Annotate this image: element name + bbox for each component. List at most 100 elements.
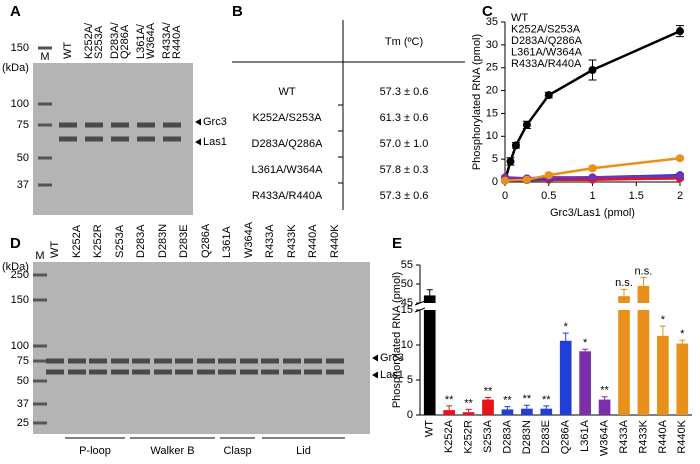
lane-label: R433K	[286, 224, 298, 258]
error-bar	[523, 404, 530, 409]
significance: n.s.	[635, 265, 653, 277]
x-tick-label: L361A	[579, 419, 591, 451]
x-tick-label: D283A	[501, 419, 513, 453]
lane-label: S253A	[114, 224, 126, 258]
bar	[462, 412, 475, 415]
lane-label: R440K	[329, 224, 341, 258]
lane-label: K252R	[92, 224, 104, 258]
x-tick-label: D283N	[521, 420, 533, 454]
protein-band	[89, 358, 107, 364]
legend-entry: R433A/R440A	[511, 58, 582, 70]
protein-band	[240, 358, 258, 364]
x-tick-label: 0	[502, 190, 508, 202]
protein-band	[137, 136, 155, 142]
protein-band	[154, 358, 172, 364]
marker-band	[33, 298, 47, 302]
band-label: Grc3	[380, 352, 404, 364]
lane-label: WT	[62, 42, 74, 59]
panel-letter: E	[392, 235, 402, 252]
marker-size: 150	[11, 42, 29, 54]
protein-band	[283, 369, 301, 375]
bar	[482, 399, 494, 415]
bar	[676, 343, 689, 415]
protein-band	[261, 358, 279, 364]
protein-band	[197, 358, 215, 364]
x-tick-label: 2	[677, 190, 683, 202]
lane-label: W364A	[145, 22, 157, 59]
y-tick-label: 35	[486, 16, 498, 28]
x-tick-label: 0.5	[541, 190, 556, 202]
y-tick-label: 0	[407, 409, 413, 421]
significance: n.s.	[615, 277, 633, 289]
significance: **	[542, 394, 551, 406]
protein-band	[261, 369, 279, 375]
group-label: Clasp	[223, 445, 251, 457]
marker-band	[38, 46, 52, 50]
group-label: Walker B	[150, 445, 194, 457]
x-axis-title: Grc3/Las1 (pmol)	[550, 207, 635, 219]
lane-label: S253A	[93, 25, 105, 59]
point	[544, 91, 553, 100]
significance: *	[680, 328, 685, 340]
bar	[423, 310, 436, 415]
marker-band	[33, 421, 47, 425]
protein-band	[137, 122, 155, 128]
x-tick-label: Q286A	[560, 419, 572, 454]
marker-band	[38, 183, 52, 187]
protein-band	[111, 369, 129, 375]
protein-band	[68, 369, 86, 375]
legend-entry: K252A/S253A	[511, 23, 581, 35]
lane-label: D283E	[178, 224, 190, 258]
marker-size: 37	[17, 179, 29, 191]
lane-label: W364A	[243, 221, 255, 258]
table-name: R433A/R440A	[252, 190, 323, 202]
table-name: L361A/W364A	[252, 164, 324, 176]
lane-label: D283A/	[109, 21, 121, 59]
band-label: Grc3	[203, 116, 227, 128]
marker-size: 100	[11, 340, 29, 352]
point	[588, 164, 597, 173]
protein-band	[111, 136, 129, 142]
bar	[657, 335, 669, 415]
bar	[618, 310, 630, 415]
protein-band	[85, 136, 103, 142]
table-name: K252A/S253A	[252, 112, 322, 124]
band-label: Las1	[380, 369, 404, 381]
protein-band	[304, 369, 322, 375]
protein-band	[89, 369, 107, 375]
x-tick-label: R433K	[637, 419, 649, 453]
marker-size: 150	[11, 294, 29, 306]
bar	[598, 399, 611, 415]
protein-band	[326, 369, 344, 375]
point	[588, 173, 597, 182]
protein-band	[240, 369, 258, 375]
marker-size: 75	[17, 119, 29, 131]
error-bar	[465, 408, 472, 413]
x-tick-label: S253A	[482, 419, 494, 453]
bar	[618, 296, 630, 303]
y-tick-label: 55	[401, 259, 413, 271]
protein-band	[111, 358, 129, 364]
error-bar	[562, 332, 569, 341]
error-bar	[640, 277, 647, 286]
marker-band	[38, 156, 52, 160]
x-tick-label: K252R	[462, 420, 474, 454]
y-tick-label: 45	[401, 297, 413, 309]
marker-band	[33, 379, 47, 383]
y-axis-title: Phosphorylated RNA (pmol)	[391, 272, 403, 408]
significance: *	[661, 314, 666, 326]
protein-band	[175, 369, 193, 375]
error-bar	[446, 405, 453, 411]
y-tick-label: 30	[486, 39, 498, 51]
error-bar	[601, 396, 608, 400]
lane-label: D283A	[135, 224, 147, 258]
table-tm: 61.3 ± 0.6	[380, 112, 429, 124]
x-tick-label: R440A	[657, 419, 669, 453]
gel	[33, 262, 370, 434]
protein-band	[326, 358, 344, 364]
point	[522, 175, 531, 184]
x-tick-label: R440K	[676, 419, 688, 453]
significance: **	[600, 385, 609, 397]
lane-label: K252A/	[83, 22, 95, 59]
